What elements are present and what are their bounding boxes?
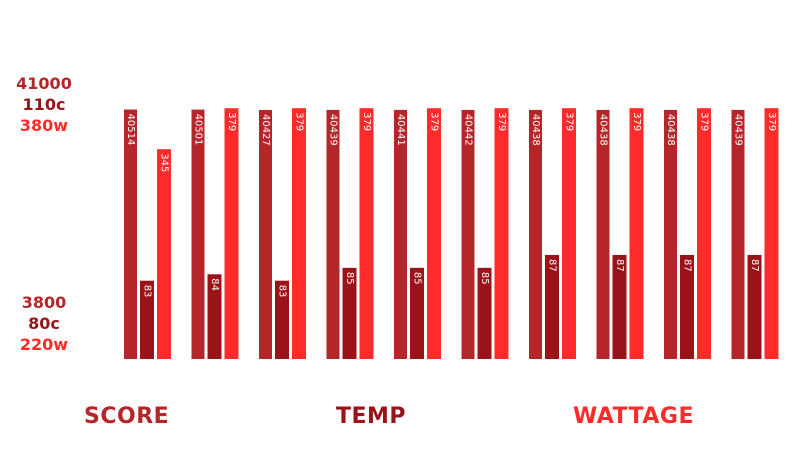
data-label-temp-10: 87: [749, 259, 760, 272]
data-label-temp-6: 85: [479, 272, 490, 285]
bar-temp-4: [342, 267, 357, 359]
data-label-wattage-10: 379: [766, 112, 777, 131]
bar-score-8: [596, 109, 610, 359]
data-label-wattage-1: 345: [159, 153, 170, 172]
legend-temp: TEMP: [336, 404, 407, 429]
bar-temp-5: [410, 267, 424, 359]
data-label-temp-2: 84: [209, 278, 220, 291]
bar-wattage-4: [359, 108, 374, 359]
axis-bottom-score-label: 3800: [21, 293, 67, 312]
data-label-score-8: 40438: [598, 114, 609, 146]
data-label-wattage-4: 379: [361, 112, 372, 131]
bar-score-3: [259, 109, 272, 359]
bar-wattage-6: [494, 108, 509, 359]
bar-wattage-9: [697, 108, 711, 359]
bar-temp-9: [680, 254, 694, 359]
bar-score-9: [664, 109, 677, 359]
bar-temp-10: [747, 254, 762, 359]
axis-top-wattage-label: 380w: [19, 116, 69, 135]
bar-temp-8: [612, 254, 627, 359]
bar-temp-1: [140, 280, 154, 359]
data-label-wattage-3: 379: [294, 112, 305, 131]
axis-top-temp-label: 110c: [22, 95, 66, 114]
bar-score-10: [731, 109, 745, 359]
bar-score-5: [394, 109, 407, 360]
bar-score-2: [191, 109, 205, 359]
data-label-score-7: 40438: [530, 114, 541, 146]
data-label-wattage-7: 379: [564, 112, 575, 131]
axis-bottom-wattage-label: 220w: [19, 335, 69, 354]
data-label-score-9: 40438: [665, 114, 676, 146]
bar-wattage-2: [224, 108, 239, 359]
bar-temp-6: [477, 267, 492, 359]
data-label-score-6: 40442: [463, 114, 474, 146]
data-label-temp-8: 87: [614, 259, 625, 272]
data-label-wattage-9: 379: [699, 112, 710, 131]
bar-temp-2: [207, 274, 222, 359]
data-label-temp-5: 85: [412, 272, 423, 285]
bar-wattage-10: [764, 108, 779, 359]
data-label-score-5: 40441: [395, 114, 406, 146]
axis-top-score-label: 41000: [16, 74, 72, 93]
bar-score-7: [529, 109, 542, 359]
data-label-wattage-5: 379: [429, 112, 440, 131]
data-label-score-10: 40439: [733, 114, 744, 146]
data-label-score-1: 40514: [125, 114, 136, 146]
bar-wattage-3: [292, 108, 306, 359]
bar-temp-3: [275, 280, 289, 359]
bar-wattage-1: [157, 149, 171, 359]
bar-wattage-8: [629, 108, 644, 359]
bar-score-1: [124, 109, 137, 359]
bar-wattage-5: [427, 108, 441, 359]
data-label-temp-1: 83: [142, 285, 153, 298]
bar-score-4: [326, 109, 340, 359]
bar-score-6: [461, 109, 475, 360]
legend-wattage: WATTAGE: [573, 404, 695, 429]
data-label-temp-3: 83: [277, 285, 288, 298]
data-label-score-2: 40501: [193, 114, 204, 146]
data-label-wattage-8: 379: [631, 112, 642, 131]
data-label-wattage-6: 379: [496, 112, 507, 131]
data-label-score-4: 40439: [328, 114, 339, 146]
data-label-wattage-2: 379: [226, 112, 237, 131]
data-label-temp-9: 87: [682, 259, 693, 272]
legend-score: SCORE: [84, 404, 170, 429]
data-label-temp-7: 87: [547, 259, 558, 272]
bar-wattage-7: [562, 108, 576, 359]
data-label-score-3: 40427: [260, 114, 271, 146]
bar-temp-7: [545, 254, 559, 359]
axis-bottom-temp-label: 80c: [28, 314, 60, 333]
data-label-temp-4: 85: [344, 272, 355, 285]
